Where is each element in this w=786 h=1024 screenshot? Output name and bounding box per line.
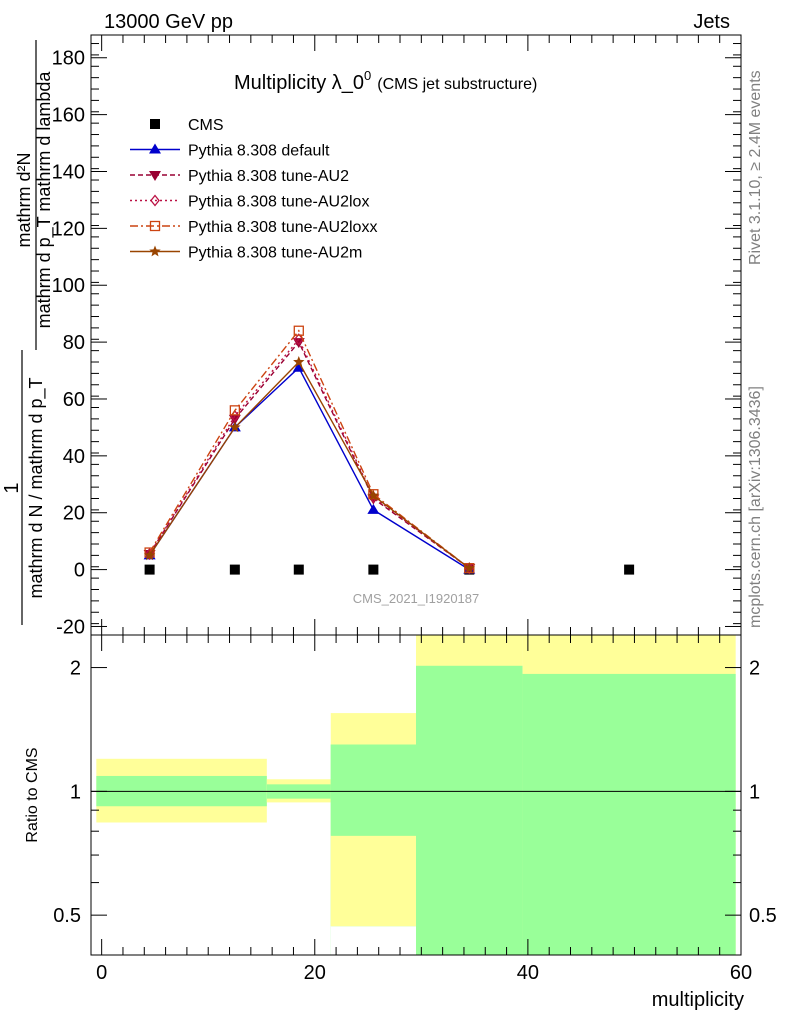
- chart-title: Multiplicity λ_00(CMS jet substructure): [234, 68, 537, 94]
- ratio-y-axis: 0.5 0.5 1 1 2 2: [53, 658, 777, 928]
- legend-label: Pythia 8.308 tune-AU2: [188, 168, 349, 185]
- series-line: [149, 340, 470, 569]
- series-5: [143, 356, 475, 574]
- legend-label: Pythia 8.308 default: [188, 143, 330, 160]
- x-axis: 0 20 40 60: [96, 635, 752, 984]
- legend-marker: [150, 194, 160, 207]
- legend-entry: Pythia 8.308 default: [130, 143, 330, 160]
- data-point: [144, 564, 155, 575]
- data-point: [229, 405, 241, 416]
- ylabel-num: mathrm d²N: [14, 152, 34, 247]
- legend-label: Pythia 8.308 tune-AU2loxx: [188, 219, 377, 236]
- main-y-tick-label: 180: [52, 48, 85, 70]
- legend-marker: [149, 220, 161, 232]
- ratio-band-green: [416, 665, 523, 955]
- watermark: CMS_2021_I1920187: [353, 591, 480, 606]
- series-1: [143, 361, 476, 574]
- x-tick-label: 20: [304, 962, 326, 984]
- data-point: [624, 564, 635, 575]
- series-0: [144, 564, 635, 575]
- rivet-label: Rivet 3.1.10, ≥ 2.4M events: [747, 70, 764, 265]
- ratio-bands: [96, 635, 736, 955]
- ratio-frame: [90, 634, 742, 956]
- legend-entry: Pythia 8.308 tune-AU2: [130, 168, 349, 185]
- ratio-y-tick-label: 1: [70, 781, 81, 803]
- main-y-tick-label: 140: [52, 161, 85, 183]
- main-panel: -20 0 20 40 60 80 100 120 140 160 180 CMS_2021_I19…: [1, 34, 742, 638]
- ylabel-prefix: 1: [1, 482, 23, 493]
- main-y-axis: -20 0 20 40 60 80 100 120 140 160 180: [52, 35, 742, 638]
- mcplots-label: mcplots.cern.ch [arXiv:1306.3436]: [747, 386, 764, 628]
- data-point: [293, 564, 304, 575]
- main-y-label: 1 mathrm d N / mathrm d p_T mathrm d²N m…: [1, 40, 55, 625]
- data-point: [367, 489, 380, 501]
- ratio-band-gap: [330, 926, 416, 955]
- header-left: 13000 GeV pp: [104, 11, 233, 33]
- data-point: [463, 562, 475, 574]
- header-right: Jets: [693, 11, 730, 33]
- legend-label: Pythia 8.308 tune-AU2lox: [188, 194, 369, 211]
- series-line: [149, 338, 470, 569]
- ratio-band-green: [522, 673, 736, 955]
- main-y-tick-label: 60: [63, 389, 85, 411]
- series-line: [149, 366, 470, 571]
- ratio-y-tick-label-right: 0.5: [749, 905, 777, 927]
- main-y-tick-label: -20: [56, 616, 85, 638]
- legend-label: Pythia 8.308 tune-AU2m: [188, 245, 362, 262]
- legend-entry: Pythia 8.308 tune-AU2lox: [130, 194, 369, 211]
- ylabel-den: mathrm d p_T mathrm d lambda: [34, 71, 55, 329]
- series-line: [149, 360, 470, 569]
- ratio-band-green-mid: [330, 744, 416, 836]
- ratio-y-tick-label: 0.5: [53, 905, 81, 927]
- ratio-band-yellow-lower: [330, 835, 416, 927]
- legend: CMS Pythia 8.308 default Pythia 8.308 tune…: [130, 117, 377, 262]
- data-point: [143, 549, 156, 561]
- main-y-tick-label: 0: [74, 560, 85, 582]
- legend-label: CMS: [188, 117, 224, 134]
- main-y-tick-label: 40: [63, 446, 85, 468]
- data-point: [293, 325, 304, 336]
- legend-entry: Pythia 8.308 tune-AU2loxx: [130, 219, 377, 236]
- data-point: [292, 361, 305, 372]
- main-y-tick-label: 100: [52, 275, 85, 297]
- ratio-y-tick-label-right: 2: [749, 658, 760, 680]
- series-2: [143, 338, 476, 575]
- series-3: [144, 333, 475, 575]
- ylabel-prefix-den: mathrm d N / mathrm d p_T: [26, 377, 47, 598]
- ratio-y-tick-label: 2: [70, 658, 81, 680]
- legend-entry: CMS: [150, 117, 224, 134]
- ratio-panel: 0.5 0.5 1 1 2 2 0 20 40 60 Ratio to CMS multipli…: [24, 634, 777, 1011]
- ratio-y-tick-label-right: 1: [749, 781, 760, 803]
- ratio-y-label: Ratio to CMS: [24, 747, 41, 842]
- data-point: [293, 356, 305, 367]
- legend-entry: Pythia 8.308 tune-AU2m: [130, 245, 362, 262]
- legend-marker: [150, 119, 160, 129]
- legend-marker: [149, 143, 161, 154]
- data-point: [229, 564, 240, 575]
- series-line: [148, 329, 470, 569]
- data-point: [367, 503, 380, 514]
- legend-marker: [149, 171, 161, 181]
- x-axis-label: multiplicity: [652, 989, 744, 1011]
- main-y-tick-label: 80: [63, 332, 85, 354]
- main-y-tick-label: 20: [63, 503, 85, 525]
- data-point: [368, 564, 379, 575]
- main-plot-marks: [143, 325, 635, 575]
- legend-marker: [149, 245, 161, 257]
- x-tick-label: 60: [730, 962, 752, 984]
- x-tick-label: 40: [517, 962, 539, 984]
- main-y-tick-label: 160: [52, 105, 85, 127]
- main-y-tick-label: 120: [52, 218, 85, 240]
- data-point: [229, 421, 241, 433]
- x-tick-label: 0: [96, 962, 107, 984]
